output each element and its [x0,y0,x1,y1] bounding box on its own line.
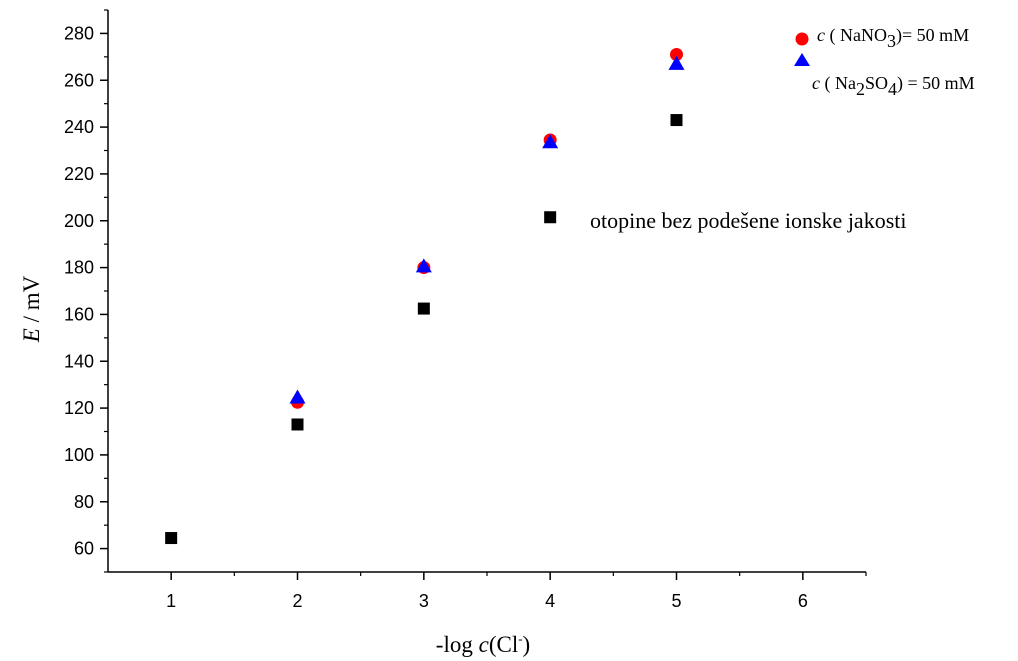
x-tick-label: 1 [166,591,176,611]
data-point-na2so4 [289,389,306,404]
x-tick-label: 4 [545,591,555,611]
data-point-none [165,532,178,545]
x-tick-label: 6 [798,591,808,611]
data-point-nano3 [670,47,683,61]
y-tick-label: 280 [64,23,94,43]
annotation-no-ionic-strength: otopine bez podešene ionske jakosti [590,208,906,233]
legend-marker-nano3 [795,32,809,46]
y-tick-label: 140 [64,351,94,371]
x-ticks: 1 2 3 4 5 6 [166,572,867,611]
data-point-none [417,302,430,315]
y-tick-label: 260 [64,70,94,90]
data-point-na2so4 [415,258,432,273]
y-tick-label: 60 [74,539,94,559]
y-tick-label: 100 [64,445,94,465]
axes [107,10,866,573]
data-point-none [670,114,683,127]
y-tick-label: 240 [64,117,94,137]
y-tick-label: 200 [64,211,94,231]
x-axis-title: -log c(Cl-) [436,631,530,657]
y-axis-title: E / mV [19,275,44,343]
y-tick-label: 120 [64,398,94,418]
x-tick-label: 2 [292,591,302,611]
legend-marker-na2so4 [794,53,810,66]
y-tick-label: 180 [64,258,94,278]
x-tick-label: 5 [671,591,681,611]
legend-label-nano3: c ( NaNO3)= 50 mM [817,25,969,51]
data-point-none [544,211,557,224]
y-tick-label: 220 [64,164,94,184]
data-point-none [291,418,304,431]
y-tick-label: 160 [64,304,94,324]
x-tick-label: 3 [419,591,429,611]
legend-label-na2so4: c ( Na2SO4) = 50 mM [812,73,975,99]
y-tick-label: 80 [74,492,94,512]
data-point-na2so4 [542,134,559,149]
data-point-na2so4 [668,55,685,70]
y-ticks: 60 80 100 120 140 160 180 200 220 240 260 280 [64,9,108,573]
data-points [165,47,685,545]
legend: c ( NaNO3)= 50 mM c ( Na2SO4) = 50 mM ot… [590,25,975,233]
